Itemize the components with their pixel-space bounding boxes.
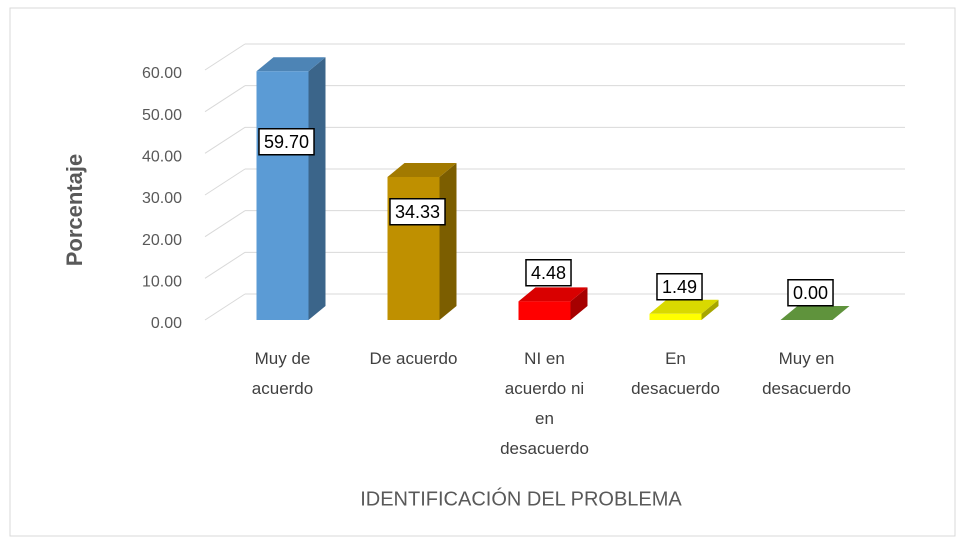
bar-side	[570, 287, 588, 320]
y-tick-label: 0.00	[151, 315, 182, 332]
data-label: 0.00	[787, 279, 834, 307]
data-label-box	[258, 128, 315, 156]
data-label: 34.33	[389, 198, 446, 226]
grid-line	[204, 43, 246, 71]
bar-side	[701, 299, 719, 320]
grid-line	[204, 293, 246, 321]
y-tick-label: 60.00	[142, 65, 182, 82]
y-tick-label: 20.00	[142, 232, 182, 249]
x-tick-label: En desacuerdo	[631, 349, 720, 398]
bar-top	[518, 287, 588, 302]
data-label: 4.48	[525, 259, 572, 287]
data-label-box	[787, 279, 834, 307]
data-label-box	[656, 273, 703, 301]
y-tick-label: 50.00	[142, 107, 182, 124]
x-tick-label: Muy en desacuerdo	[762, 349, 851, 398]
grid-line	[204, 210, 246, 238]
data-label-box	[525, 259, 572, 287]
x-axis-title: IDENTIFICACIÓN DEL PROBLEMA	[360, 487, 682, 510]
x-tick-label: NI en acuerdo ni en desacuerdo	[500, 349, 589, 458]
y-tick-label: 10.00	[142, 274, 182, 291]
grid-line	[204, 251, 246, 279]
chart-frame	[9, 7, 956, 537]
bar	[256, 71, 309, 320]
y-tick-label: 40.00	[142, 149, 182, 166]
data-label-text: 34.33	[395, 202, 440, 222]
y-axis-title: Porcentaje	[62, 154, 87, 267]
data-label-text: 59.70	[264, 132, 309, 152]
bar	[649, 313, 702, 320]
data-label-box	[389, 198, 446, 226]
data-label-text: 0.00	[793, 283, 828, 303]
grid-line	[204, 85, 246, 113]
data-label: 59.70	[258, 128, 315, 156]
bar-side	[439, 162, 457, 320]
x-tick-label: De acuerdo	[370, 349, 458, 368]
bar-top	[649, 299, 719, 314]
grid-line	[204, 168, 246, 196]
bar-top	[780, 306, 850, 320]
bar-top	[256, 57, 326, 72]
data-label: 1.49	[656, 273, 703, 301]
data-label-text: 4.48	[531, 263, 566, 283]
bar-side	[308, 57, 326, 320]
y-tick-label: 30.00	[142, 190, 182, 207]
grid-line	[204, 126, 246, 154]
data-label-text: 1.49	[662, 277, 697, 297]
bar-top	[387, 162, 457, 177]
bar	[518, 301, 571, 320]
x-tick-label: Muy de acuerdo	[252, 349, 313, 398]
